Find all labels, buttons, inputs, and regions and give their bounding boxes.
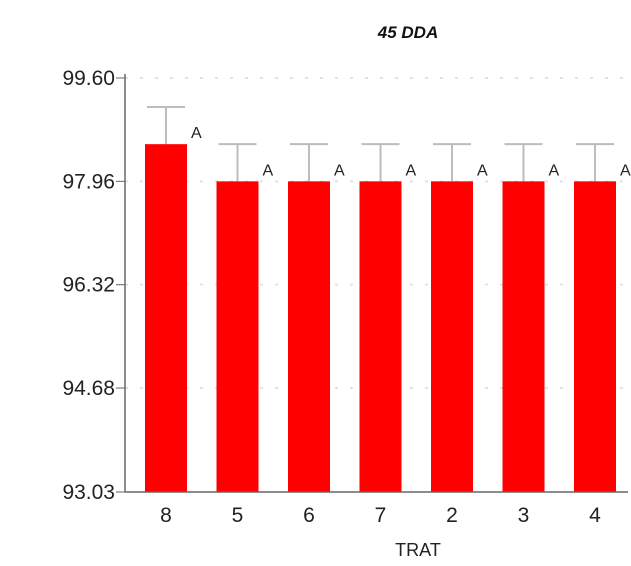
group-letter: A [549, 162, 560, 179]
x-tick-label: 3 [518, 504, 530, 527]
axes [116, 74, 628, 493]
group-letter: A [406, 162, 417, 179]
y-tick-label: 97.96 [62, 170, 115, 193]
group-letter: A [334, 162, 345, 179]
x-tick-label: 7 [375, 504, 387, 527]
tick-labels: 93.03 94.68 96.32 97.96 99.60 A 8 A 5 A 6 A 7 A 2 A 3 A 4 [62, 67, 631, 527]
x-tick-label: 5 [232, 504, 244, 527]
bar-3 [502, 181, 545, 492]
y-tick-label: 99.60 [62, 67, 115, 90]
x-axis-label: TRAT [395, 540, 441, 560]
x-tick-label: 2 [446, 504, 458, 527]
y-tick-label: 96.32 [62, 274, 115, 297]
group-letter: A [191, 125, 202, 142]
x-tick-label: 6 [303, 504, 315, 527]
bar-6 [288, 181, 330, 492]
group-letter: A [477, 162, 488, 179]
x-tick-label: 4 [589, 504, 601, 527]
group-letter: A [620, 162, 631, 179]
bar-5 [216, 181, 259, 492]
group-letter: A [263, 162, 274, 179]
x-tick-label: 8 [160, 504, 172, 527]
chart-title: 45 DDA [377, 23, 438, 42]
bar-4 [574, 181, 616, 492]
bar-2 [431, 181, 473, 492]
y-tick-label: 93.03 [62, 481, 115, 504]
bars [145, 105, 616, 493]
bar-8 [145, 144, 187, 493]
y-tick-label: 94.68 [62, 377, 115, 400]
bar-7 [359, 181, 402, 492]
